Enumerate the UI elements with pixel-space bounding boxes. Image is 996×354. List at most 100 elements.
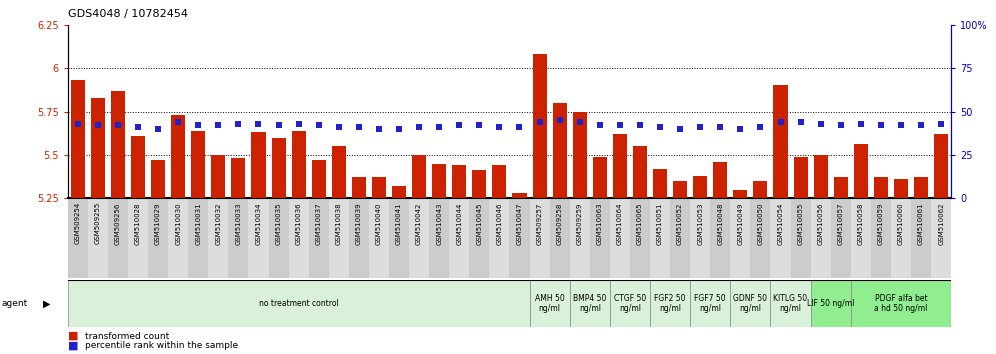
- Bar: [710, 198, 730, 278]
- Text: GSM510057: GSM510057: [838, 202, 844, 245]
- Text: GSM510048: GSM510048: [717, 202, 723, 245]
- Text: GSM510041: GSM510041: [396, 202, 402, 245]
- Bar: [530, 198, 550, 278]
- Bar: [894, 179, 908, 198]
- Bar: [891, 198, 911, 278]
- Bar: [349, 198, 369, 278]
- Text: agent: agent: [2, 299, 28, 308]
- Bar: [108, 198, 127, 278]
- Text: GDNF 50
ng/ml: GDNF 50 ng/ml: [733, 294, 767, 313]
- Bar: [188, 198, 208, 278]
- Bar: [513, 193, 527, 198]
- Text: transformed count: transformed count: [85, 332, 169, 341]
- Text: GSM510039: GSM510039: [356, 202, 362, 245]
- Bar: [613, 134, 626, 198]
- Bar: [91, 98, 105, 198]
- Bar: [530, 280, 570, 327]
- Bar: [111, 91, 124, 198]
- Bar: [690, 280, 730, 327]
- Bar: [811, 198, 831, 278]
- Bar: [771, 198, 791, 278]
- Text: LIF 50 ng/ml: LIF 50 ng/ml: [807, 299, 855, 308]
- Bar: [332, 146, 346, 198]
- Text: no treatment control: no treatment control: [259, 299, 339, 308]
- Text: GDS4048 / 10782454: GDS4048 / 10782454: [68, 9, 187, 19]
- Bar: [127, 198, 148, 278]
- Bar: [911, 198, 931, 278]
- Bar: [71, 80, 85, 198]
- Bar: [312, 160, 326, 198]
- Bar: [251, 132, 266, 198]
- Bar: [573, 112, 587, 198]
- Bar: [570, 198, 590, 278]
- Bar: [171, 115, 185, 198]
- Bar: [269, 198, 289, 278]
- Bar: [409, 198, 429, 278]
- Text: GSM510060: GSM510060: [898, 202, 904, 245]
- Bar: [211, 155, 225, 198]
- Bar: [831, 198, 851, 278]
- Text: GSM510037: GSM510037: [316, 202, 322, 245]
- Bar: [231, 158, 245, 198]
- Bar: [449, 198, 469, 278]
- Bar: [931, 198, 951, 278]
- Text: GSM510028: GSM510028: [135, 202, 141, 245]
- Bar: [191, 131, 205, 198]
- Bar: [610, 280, 650, 327]
- Text: GSM510033: GSM510033: [235, 202, 241, 245]
- Bar: [753, 181, 768, 198]
- Bar: [570, 280, 610, 327]
- Bar: [791, 198, 811, 278]
- Bar: [670, 198, 690, 278]
- Text: GSM510064: GSM510064: [617, 202, 622, 245]
- Bar: [610, 198, 629, 278]
- Bar: [168, 198, 188, 278]
- Bar: [292, 131, 306, 198]
- Text: ▶: ▶: [43, 298, 51, 309]
- Text: GSM510050: GSM510050: [757, 202, 764, 245]
- Text: GSM510051: GSM510051: [657, 202, 663, 245]
- Text: ■: ■: [68, 331, 79, 341]
- Text: GSM510029: GSM510029: [155, 202, 161, 245]
- Text: GSM509255: GSM509255: [95, 202, 101, 245]
- Bar: [590, 198, 610, 278]
- Text: GSM509256: GSM509256: [115, 202, 121, 245]
- Bar: [550, 198, 570, 278]
- Bar: [934, 134, 948, 198]
- Bar: [834, 177, 848, 198]
- Bar: [68, 198, 88, 278]
- Text: PDGF alfa bet
a hd 50 ng/ml: PDGF alfa bet a hd 50 ng/ml: [874, 294, 927, 313]
- Text: GSM510054: GSM510054: [778, 202, 784, 245]
- Text: GSM510062: GSM510062: [938, 202, 944, 245]
- Bar: [713, 162, 727, 198]
- Bar: [851, 198, 871, 278]
- Bar: [750, 198, 771, 278]
- Bar: [533, 54, 547, 198]
- Text: GSM509258: GSM509258: [557, 202, 563, 245]
- Text: GSM510042: GSM510042: [416, 202, 422, 245]
- Bar: [693, 176, 707, 198]
- Bar: [730, 198, 750, 278]
- Text: GSM510045: GSM510045: [476, 202, 482, 245]
- Bar: [650, 198, 670, 278]
- Text: GSM509257: GSM509257: [537, 202, 543, 245]
- Text: ■: ■: [68, 341, 79, 350]
- Text: GSM510030: GSM510030: [175, 202, 181, 245]
- Text: GSM510031: GSM510031: [195, 202, 201, 245]
- Text: CTGF 50
ng/ml: CTGF 50 ng/ml: [614, 294, 646, 313]
- Bar: [553, 103, 567, 198]
- Bar: [771, 280, 811, 327]
- Bar: [873, 177, 887, 198]
- Bar: [871, 198, 891, 278]
- Bar: [309, 198, 329, 278]
- Bar: [228, 198, 248, 278]
- Text: GSM510038: GSM510038: [336, 202, 342, 245]
- Bar: [208, 198, 228, 278]
- Text: GSM510047: GSM510047: [517, 202, 523, 245]
- Bar: [854, 144, 868, 198]
- Bar: [68, 280, 530, 327]
- Bar: [673, 181, 687, 198]
- Text: GSM510034: GSM510034: [255, 202, 262, 245]
- Bar: [369, 198, 389, 278]
- Bar: [472, 171, 486, 198]
